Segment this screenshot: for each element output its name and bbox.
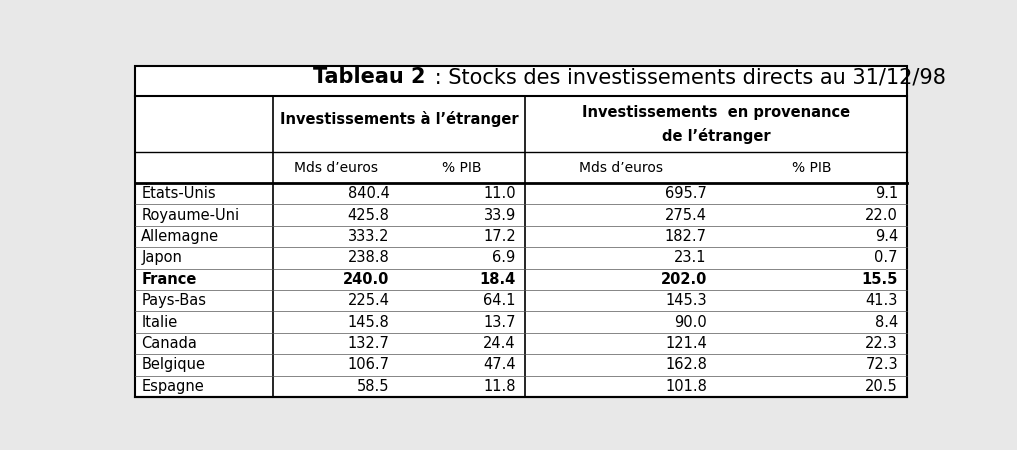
Text: Italie: Italie	[141, 315, 178, 329]
Text: 72.3: 72.3	[865, 357, 898, 373]
Text: 9.4: 9.4	[875, 229, 898, 244]
Text: 11.8: 11.8	[483, 379, 516, 394]
Text: 20.5: 20.5	[865, 379, 898, 394]
Text: 240.0: 240.0	[343, 272, 390, 287]
Text: 225.4: 225.4	[348, 293, 390, 308]
Text: 22.3: 22.3	[865, 336, 898, 351]
Text: 8.4: 8.4	[875, 315, 898, 329]
Text: Allemagne: Allemagne	[141, 229, 220, 244]
Text: 47.4: 47.4	[483, 357, 516, 373]
Text: 24.4: 24.4	[483, 336, 516, 351]
Text: 23.1: 23.1	[674, 250, 707, 266]
Text: : Stocks des investissements directs au 31/12/98: : Stocks des investissements directs au …	[428, 67, 946, 87]
Text: 238.8: 238.8	[348, 250, 390, 266]
Text: 275.4: 275.4	[665, 207, 707, 222]
Text: 90.0: 90.0	[674, 315, 707, 329]
Text: 58.5: 58.5	[357, 379, 390, 394]
Text: 162.8: 162.8	[665, 357, 707, 373]
Text: 13.7: 13.7	[483, 315, 516, 329]
Text: 6.9: 6.9	[492, 250, 516, 266]
Text: 22.0: 22.0	[865, 207, 898, 222]
Text: 840.4: 840.4	[348, 186, 390, 201]
Text: 121.4: 121.4	[665, 336, 707, 351]
Text: 132.7: 132.7	[348, 336, 390, 351]
Text: Japon: Japon	[141, 250, 182, 266]
Text: 9.1: 9.1	[875, 186, 898, 201]
Text: Mds d’euros: Mds d’euros	[294, 162, 378, 176]
Text: Royaume-Uni: Royaume-Uni	[141, 207, 239, 222]
Text: Belgique: Belgique	[141, 357, 205, 373]
Text: Pays-Bas: Pays-Bas	[141, 293, 206, 308]
Text: États-Unis: États-Unis	[141, 186, 216, 201]
Text: 145.8: 145.8	[348, 315, 390, 329]
Text: Espagne: Espagne	[141, 379, 204, 394]
Text: 15.5: 15.5	[861, 272, 898, 287]
Text: % PIB: % PIB	[442, 162, 482, 176]
Text: 202.0: 202.0	[660, 272, 707, 287]
Text: Investissements à l’étranger: Investissements à l’étranger	[280, 111, 519, 127]
Text: 101.8: 101.8	[665, 379, 707, 394]
Text: Mds d’euros: Mds d’euros	[579, 162, 663, 176]
Text: 425.8: 425.8	[348, 207, 390, 222]
Text: 11.0: 11.0	[483, 186, 516, 201]
Text: France: France	[141, 272, 196, 287]
Text: 33.9: 33.9	[483, 207, 516, 222]
Text: Tableau 2: Tableau 2	[312, 67, 425, 87]
Text: % PIB: % PIB	[792, 162, 832, 176]
Text: 145.3: 145.3	[665, 293, 707, 308]
Text: 106.7: 106.7	[348, 357, 390, 373]
Text: 41.3: 41.3	[865, 293, 898, 308]
Text: 333.2: 333.2	[348, 229, 390, 244]
Text: 17.2: 17.2	[483, 229, 516, 244]
Text: de l’étranger: de l’étranger	[662, 128, 771, 144]
Text: 0.7: 0.7	[875, 250, 898, 266]
Text: 182.7: 182.7	[665, 229, 707, 244]
Text: Investissements  en provenance: Investissements en provenance	[582, 105, 850, 121]
Text: 695.7: 695.7	[665, 186, 707, 201]
Text: 64.1: 64.1	[483, 293, 516, 308]
Text: 18.4: 18.4	[479, 272, 516, 287]
Text: Canada: Canada	[141, 336, 197, 351]
